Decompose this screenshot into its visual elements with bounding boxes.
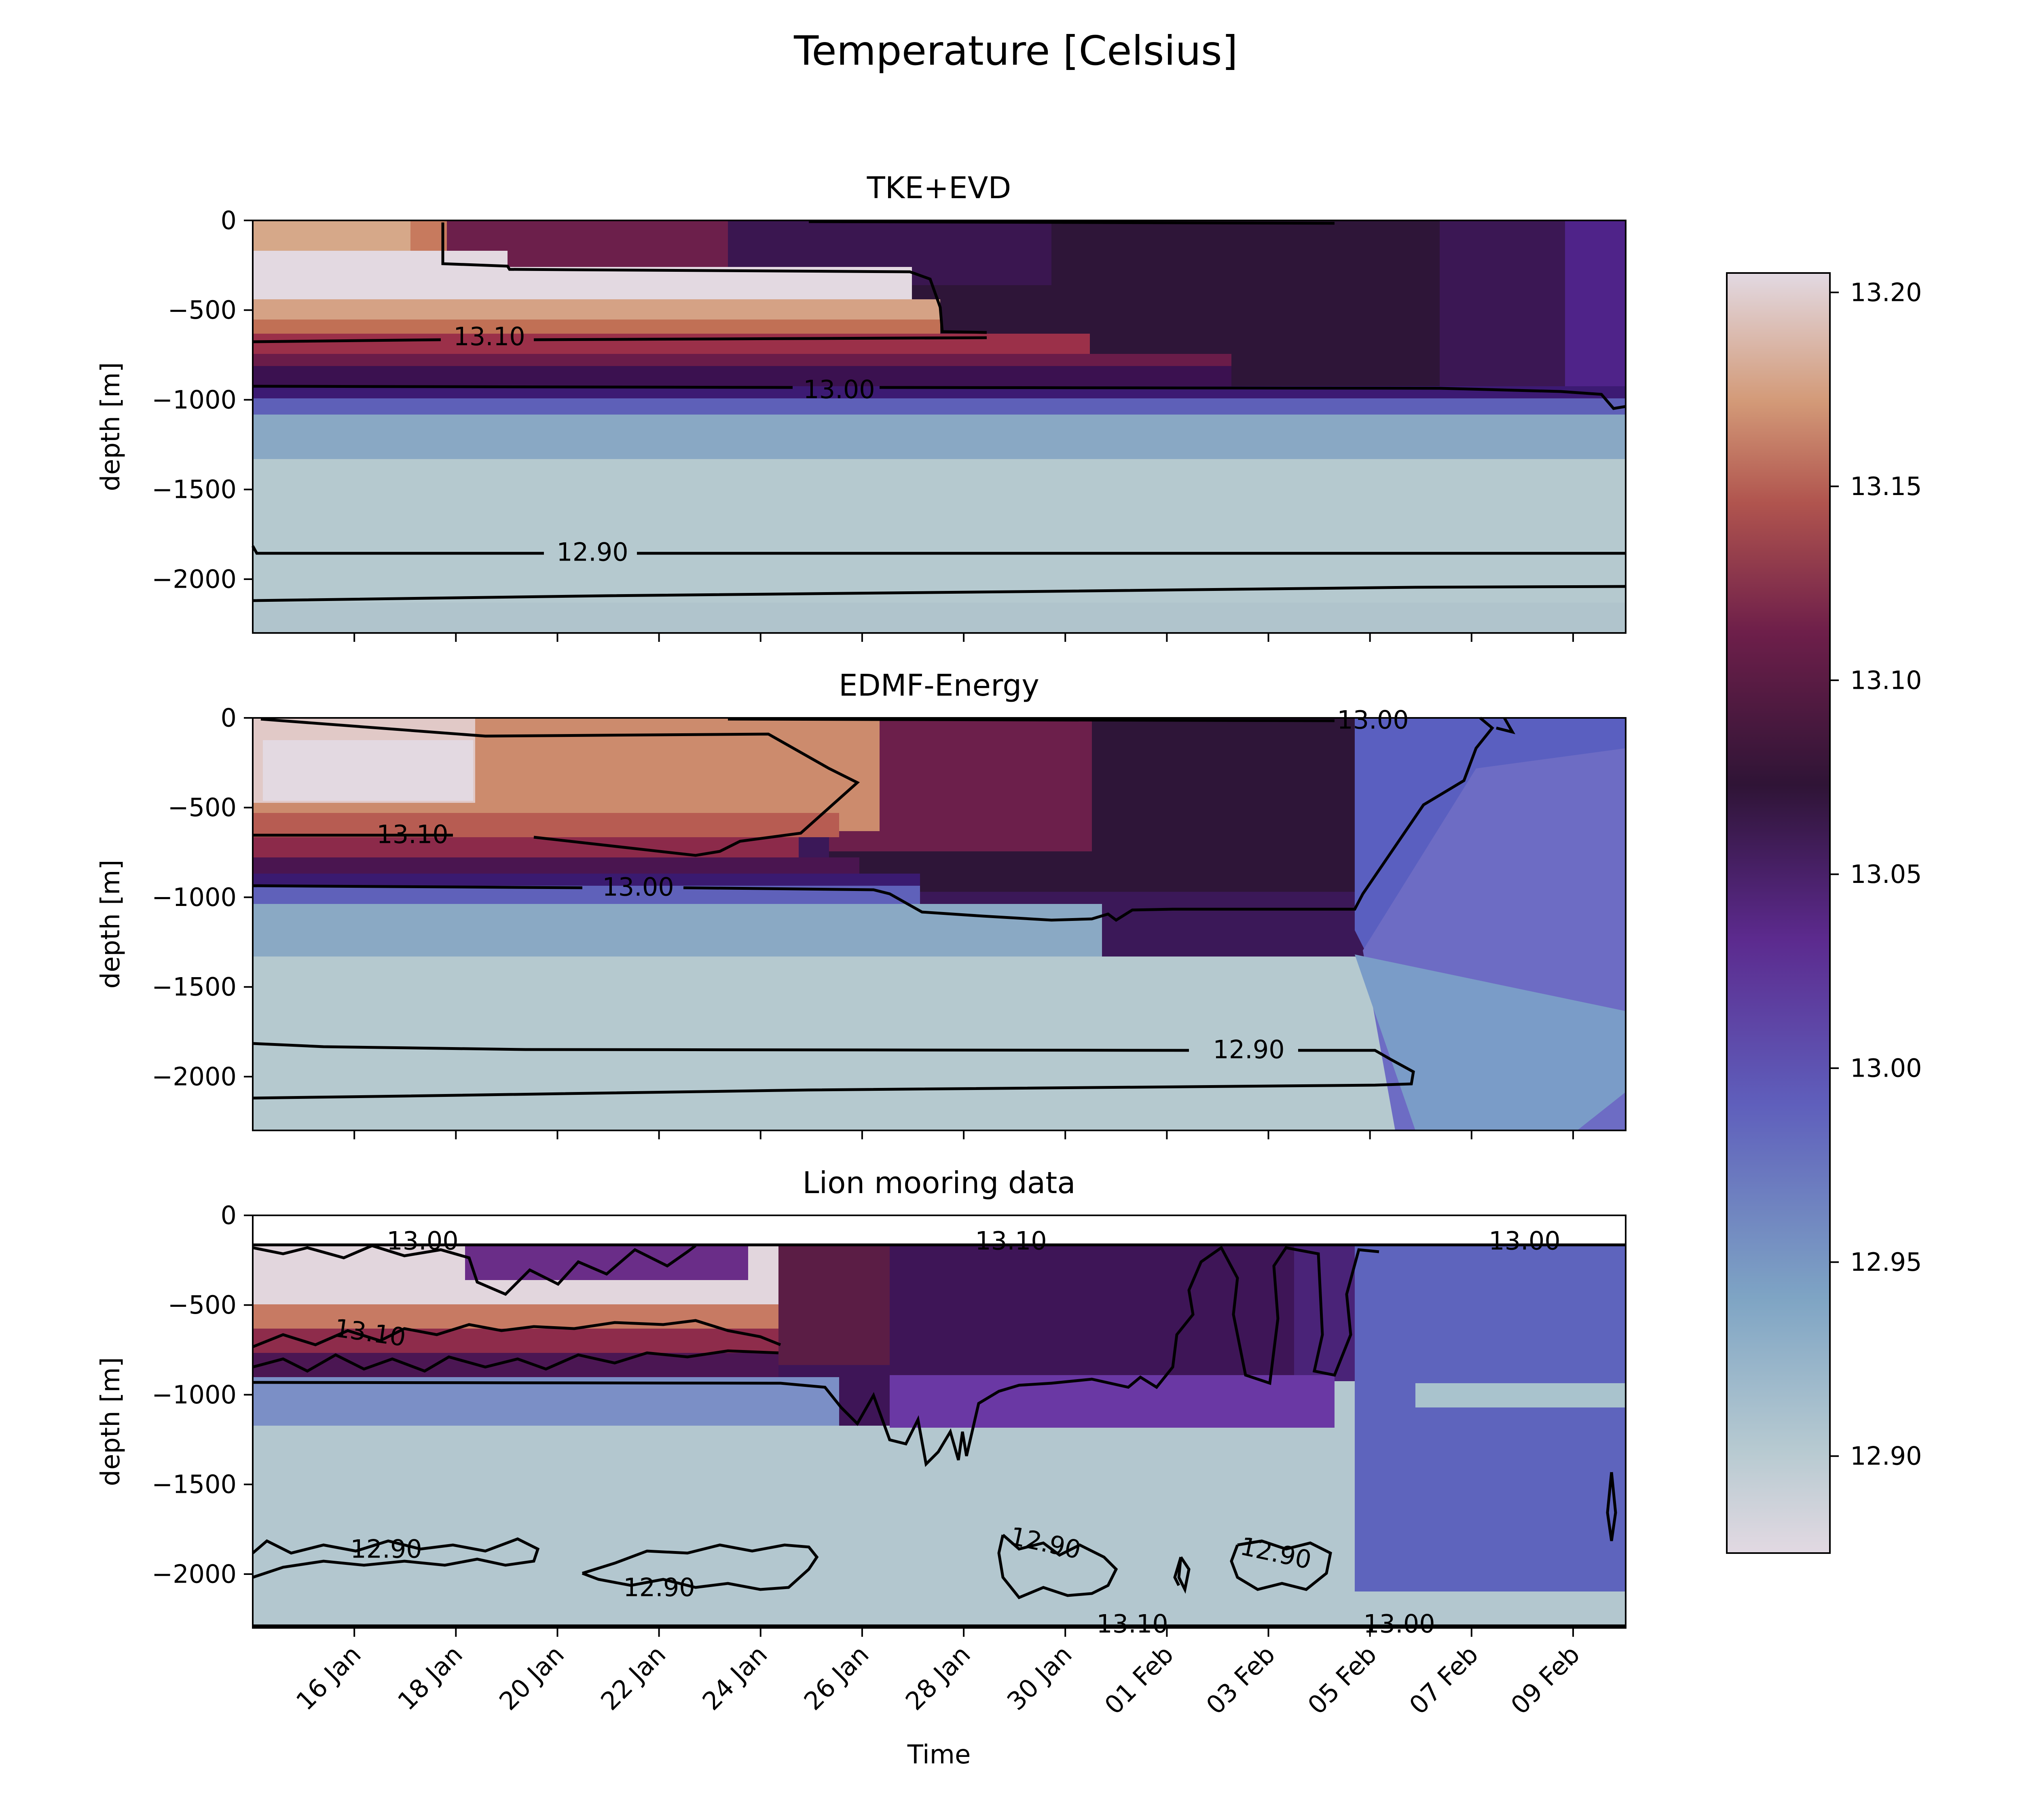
contour-label: 12.90 xyxy=(623,1573,695,1602)
colorbar-tick-label: 13.10 xyxy=(1850,666,1922,695)
panel-tke-evd: TKE+EVD xyxy=(96,171,1626,642)
x-tick-label: 07 Feb xyxy=(1403,1640,1484,1720)
contour-label: 13.10 xyxy=(376,820,448,849)
x-tick-label: 18 Jan xyxy=(392,1640,468,1716)
contour-label: 13.00 xyxy=(1363,1609,1435,1639)
y-tick-label: −500 xyxy=(168,1290,237,1320)
contour-label: 13.00 xyxy=(387,1226,459,1256)
colorbar: 13.20 13.15 13.10 13.05 13.00 12.95 12.90 xyxy=(1726,272,1922,1554)
contour-lines xyxy=(252,1243,1626,1627)
contour-labels: 13.10 13.00 12.90 13.00 xyxy=(376,705,1409,1064)
x-tick-label: 30 Jan xyxy=(1001,1640,1078,1716)
x-axis-ticks xyxy=(353,633,1574,642)
colorbar-tick-label: 13.15 xyxy=(1850,472,1922,501)
panel-lion-mooring: Lion mooring data xyxy=(96,1166,1626,1770)
panel-title: Lion mooring data xyxy=(802,1166,1075,1200)
y-tick-label: −1500 xyxy=(152,475,237,504)
x-tick-label: 20 Jan xyxy=(493,1640,570,1716)
contour-label: 13.10 xyxy=(453,322,525,351)
y-tick-label: 0 xyxy=(221,206,237,235)
contour-labels: 13.10 13.00 12.90 xyxy=(453,322,875,567)
panel-edmf-energy: EDMF-Energy 13.10 13.00 xyxy=(96,668,1626,1139)
x-tick-label: 28 Jan xyxy=(900,1640,976,1716)
x-axis: 16 Jan 18 Jan 20 Jan 22 Jan 24 Jan 26 Jan 28 J… xyxy=(290,1628,1586,1720)
panel-title: EDMF-Energy xyxy=(839,668,1039,703)
y-tick-label: −2000 xyxy=(152,1062,237,1091)
y-tick-label: −2000 xyxy=(152,564,237,594)
colorbar-tick-label: 13.20 xyxy=(1850,277,1922,307)
contour-label: 13.00 xyxy=(803,375,875,404)
colorbar-tick-label: 12.95 xyxy=(1850,1247,1922,1277)
colorbar-tick-label: 12.90 xyxy=(1850,1441,1922,1471)
heatmap-field xyxy=(253,718,1626,1130)
heatmap-field xyxy=(253,220,1626,633)
y-axis: 0 −500 −1000 −1500 −2000 xyxy=(152,206,253,594)
axes-frame xyxy=(252,717,1626,1131)
y-tick-label: 0 xyxy=(221,1201,237,1230)
y-axis-label: depth [m] xyxy=(96,362,126,491)
y-axis-label: depth [m] xyxy=(96,1357,126,1486)
y-tick-label: 0 xyxy=(221,703,237,733)
x-axis-label: Time xyxy=(907,1740,971,1770)
contour-label: 13.10 xyxy=(975,1226,1047,1256)
x-tick-label: 03 Feb xyxy=(1200,1640,1281,1720)
contour-label: 12.90 xyxy=(556,538,628,567)
contour-labels: 13.00 13.10 13.00 13.10 12.90 12.90 12.9… xyxy=(332,1226,1561,1639)
y-tick-label: −1000 xyxy=(152,385,237,415)
y-tick-label: −1000 xyxy=(152,1380,237,1409)
y-tick-label: −500 xyxy=(168,793,237,822)
x-tick-label: 26 Jan xyxy=(798,1640,875,1716)
y-axis: 0 −500 −1000 −1500 −2000 xyxy=(152,703,253,1091)
contour-lines xyxy=(251,220,1626,602)
x-tick-label: 24 Jan xyxy=(696,1640,773,1716)
y-tick-label: −1000 xyxy=(152,882,237,912)
y-tick-label: −1500 xyxy=(152,1470,237,1499)
colorbar-tick-label: 13.00 xyxy=(1850,1054,1922,1083)
x-tick-label: 16 Jan xyxy=(290,1640,367,1716)
panel-title: TKE+EVD xyxy=(867,171,1011,205)
axes-frame xyxy=(252,1215,1626,1629)
contour-label: 13.00 xyxy=(1337,705,1409,735)
x-tick-label: 05 Feb xyxy=(1302,1640,1382,1720)
colorbar-ticks: 13.20 13.15 13.10 13.05 13.00 12.95 12.90 xyxy=(1830,277,1922,1471)
contour-label: 13.10 xyxy=(1096,1609,1168,1639)
y-tick-label: −2000 xyxy=(152,1559,237,1589)
y-axis-label: depth [m] xyxy=(96,860,126,989)
colorbar-tick-label: 13.05 xyxy=(1850,859,1922,889)
contour-label: 12.90 xyxy=(1213,1035,1285,1064)
figure-title: Temperature [Celsius] xyxy=(793,27,1238,74)
colorbar-body xyxy=(1726,272,1831,1554)
contour-label: 13.00 xyxy=(1489,1226,1561,1256)
axes-frame xyxy=(252,220,1626,634)
y-tick-label: −1500 xyxy=(152,972,237,1002)
x-tick-label: 22 Jan xyxy=(595,1640,671,1716)
contour-label: 12.90 xyxy=(350,1534,422,1564)
x-axis-ticks xyxy=(353,1130,1574,1139)
contour-lines xyxy=(252,717,1516,1100)
x-tick-label: 09 Feb xyxy=(1505,1640,1586,1720)
heatmap-field xyxy=(253,1215,1626,1628)
x-tick-label: 01 Feb xyxy=(1099,1640,1179,1720)
y-tick-label: −500 xyxy=(168,295,237,325)
y-axis: 0 −500 −1000 −1500 −2000 xyxy=(152,1201,253,1589)
contour-label: 13.00 xyxy=(602,872,674,902)
